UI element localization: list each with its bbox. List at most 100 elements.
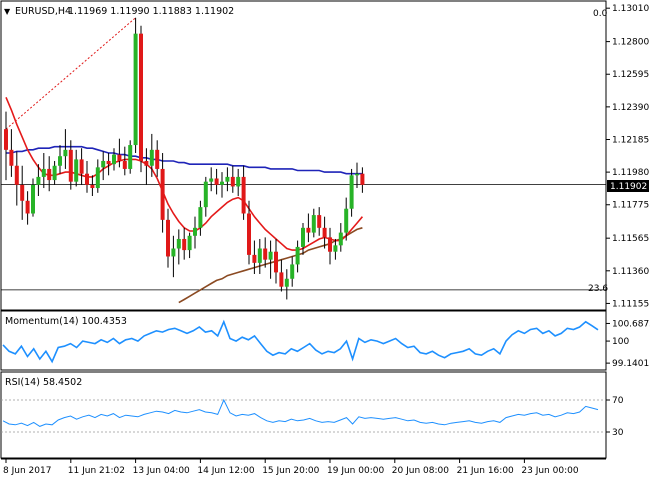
rsi-y-axis: 70 30 (606, 396, 624, 438)
candle (182, 227, 187, 260)
x-tick-label: 14 Jun 12:00 (197, 466, 254, 476)
candle-body (355, 173, 359, 176)
candle-body (317, 215, 322, 228)
candle-body (198, 207, 203, 228)
price-y-tick-label: 1.11775 (612, 201, 649, 211)
candle-body (101, 160, 106, 168)
momentum-y-tick-label: 100.6875 (612, 319, 650, 329)
candle (68, 140, 73, 190)
candle-body (52, 165, 57, 181)
time-x-axis: 8 Jun 2017 11 Jun 21:02 13 Jun 04:00 14 Jun… (1, 458, 606, 476)
fib-label: 23.6 (588, 284, 608, 294)
x-tick-label: 11 Jun 21:02 (68, 466, 125, 476)
candle-body (284, 278, 289, 287)
candle-body (295, 246, 300, 265)
candle-body (149, 149, 154, 166)
candle (328, 227, 332, 265)
candle-body (209, 178, 214, 182)
candle (85, 160, 89, 193)
candle (25, 191, 30, 225)
candle (214, 168, 219, 195)
candle-body (74, 159, 79, 182)
candle-body (155, 149, 160, 169)
candle-body (301, 227, 305, 247)
candle (230, 165, 235, 193)
chart-ohlc: 1.11969 1.11990 1.11883 1.11902 (68, 6, 234, 17)
candle (220, 172, 224, 198)
candle (122, 146, 127, 176)
candle (301, 223, 305, 255)
candle-body (133, 33, 138, 146)
price-y-tick-label: 1.12595 (612, 70, 649, 80)
candle-body (47, 168, 52, 181)
momentum-plot (2, 319, 599, 364)
candle (20, 165, 25, 220)
candle-body (220, 181, 224, 185)
x-tick-label: 15 Jun 20:00 (262, 466, 319, 476)
candle (284, 269, 289, 300)
x-tick-label: 21 Jun 16:00 (457, 466, 514, 476)
x-tick-label: 13 Jun 04:00 (133, 466, 190, 476)
candle-body (236, 176, 241, 187)
candle (9, 129, 14, 177)
candle (117, 138, 122, 168)
candle-body (31, 184, 35, 214)
candle-body (85, 173, 89, 185)
candle (106, 153, 111, 176)
candle (344, 197, 349, 241)
candle-body (106, 160, 111, 165)
candle (274, 238, 278, 284)
candle (187, 232, 192, 259)
candle-body (360, 173, 365, 185)
candle-body (41, 168, 46, 177)
candle (247, 200, 251, 265)
candle (225, 167, 230, 192)
candle-body (349, 175, 354, 209)
dropdown-arrow-icon[interactable]: ▼ (4, 7, 11, 16)
candle (47, 156, 52, 192)
candle (360, 167, 365, 193)
candle (268, 240, 273, 279)
rsi-line (2, 398, 599, 427)
candle (333, 238, 338, 260)
rsi-y-tick-label: 70 (612, 396, 624, 406)
candle-body (79, 159, 84, 174)
candle-body (241, 176, 246, 214)
candle (306, 213, 311, 243)
candle (355, 162, 359, 189)
candle-body (306, 227, 311, 233)
rsi-title: RSI(14) 58.4502 (5, 377, 82, 388)
candle (149, 133, 154, 177)
current-price-label: 1.11902 (610, 182, 647, 192)
candle (52, 160, 57, 185)
candle (193, 216, 197, 249)
candle (101, 151, 106, 181)
candle-body (160, 168, 165, 220)
candle-body (4, 129, 8, 150)
candle (241, 165, 246, 220)
momentum-title: Momentum(14) 100.4353 (5, 316, 127, 327)
candle-body (328, 237, 332, 252)
momentum-panel: Momentum(14) 100.4353 100.6875 100 99.1401 (0, 310, 650, 371)
trend-line (5, 17, 136, 130)
candle-body (36, 176, 41, 185)
candle-body (112, 154, 116, 165)
price-plot (1, 17, 606, 304)
candle (338, 223, 343, 252)
rsi-plot (1, 398, 606, 433)
candle (79, 148, 84, 185)
candle (4, 111, 8, 181)
candle-body (95, 167, 100, 189)
candle (176, 229, 181, 265)
candle-body (263, 248, 268, 260)
candle-body (58, 156, 62, 166)
candle-body (274, 251, 278, 273)
candle-body (247, 213, 251, 255)
candle-body (68, 149, 73, 182)
candle (112, 148, 116, 171)
candle-body (9, 149, 14, 166)
momentum-y-tick-label: 100 (612, 337, 629, 347)
x-tick-label: 23 Jun 00:00 (521, 466, 578, 476)
candle-body (122, 160, 127, 169)
price-panel: ▼ EURUSD,H4 1.11969 1.11990 1.11883 1.11… (0, 0, 649, 311)
